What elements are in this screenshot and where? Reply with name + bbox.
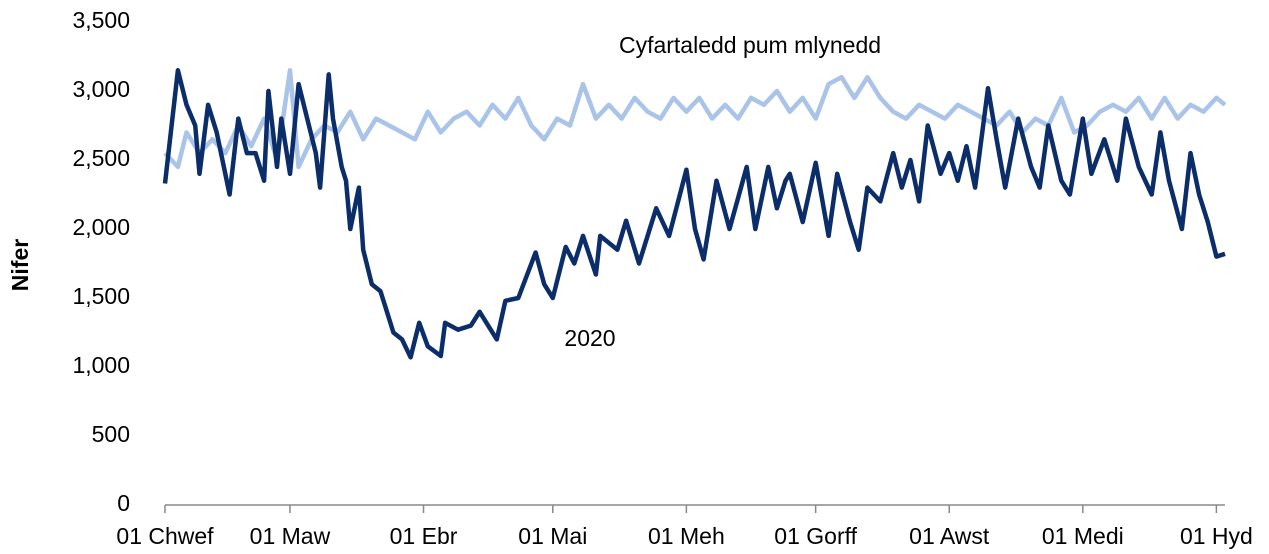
x-tick-label: 01 Gorff	[774, 523, 857, 549]
x-tick-label: 01 Maw	[250, 523, 331, 549]
y-tick-label: 0	[117, 490, 130, 516]
x-tick-label: 01 Meh	[648, 523, 725, 549]
y-tick-label: 1,500	[72, 283, 130, 309]
y-tick-label: 2,500	[72, 145, 130, 171]
y-tick-label: 3,500	[72, 7, 130, 33]
y-tick-label: 3,000	[72, 76, 130, 102]
y-tick-label: 1,000	[72, 352, 130, 378]
series-label: 2020	[564, 325, 615, 351]
series-line	[162, 68, 1226, 360]
x-tick-label: 01 Medi	[1042, 523, 1124, 549]
x-tick-label: 01 Hyd	[1180, 523, 1253, 549]
series-label: Cyfartaledd pum mlynedd	[619, 32, 881, 58]
x-tick-label: 01 Chwef	[116, 523, 214, 549]
y-tick-label: 500	[92, 421, 130, 447]
y-axis-label: Nifer	[7, 239, 33, 291]
y-tick-label: 2,000	[72, 214, 130, 240]
x-tick-label: 01 Awst	[909, 523, 990, 549]
x-tick-label: 01 Mai	[518, 523, 587, 549]
x-tick-label: 01 Ebr	[390, 523, 458, 549]
